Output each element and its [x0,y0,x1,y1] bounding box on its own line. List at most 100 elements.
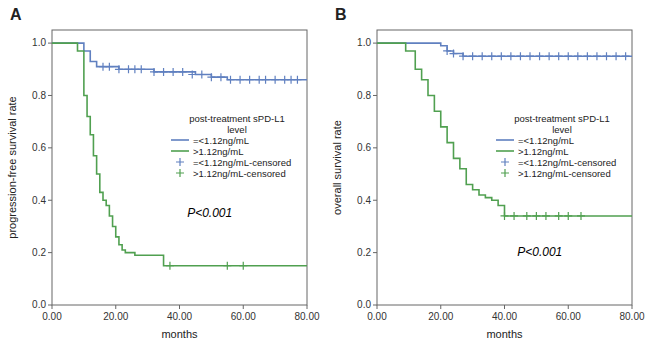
x-tick-label: 0.00 [367,311,387,322]
y-tick [373,200,377,201]
legend-label: =<1.12ng/mL-censored [193,157,291,168]
censor-mark [188,71,196,79]
survival-curve [377,43,632,216]
censor-mark [239,262,247,270]
y-tick-label: 0.6 [32,142,46,153]
legend-label: >1.12ng/mL [193,146,243,157]
plot-area [52,43,307,270]
censor-mark [574,52,582,60]
legend-label: =<1.12ng/mL-censored [518,157,616,168]
censor-mark [207,73,215,81]
legend-title: post-treatment sPD-L1level [514,113,610,135]
censor-mark [603,52,611,60]
censor-mark [526,52,534,60]
p-value: P<0.001 [187,206,232,220]
x-tick-label: 60.00 [231,311,256,322]
y-tick [48,95,52,96]
plot-area [377,43,632,220]
censor-mark [166,262,174,270]
y-tick-label: 0.8 [357,90,371,101]
x-tick-label: 60.00 [556,311,581,322]
x-axis-label: months [486,328,523,340]
y-tick-label: 1.0 [32,37,46,48]
censor-mark [227,76,235,84]
censor-mark [577,212,585,220]
panel-title: A [10,6,22,23]
censor-mark [160,68,168,76]
x-tick [504,305,505,309]
legend-title: post-treatment sPD-L1level [189,113,285,135]
censor-mark [564,52,572,60]
censor-mark [478,52,486,60]
censor-mark [198,71,206,79]
legend-label: >1.12ng/mL-censored [193,168,286,179]
x-tick-label: 20.00 [428,311,453,322]
chart-figure: 0.0020.0040.0060.0080.000.00.20.40.60.81… [0,0,650,350]
legend-title-line: post-treatment sPD-L1 [189,113,285,124]
y-tick-label: 0.4 [32,195,46,206]
plot-frame [377,30,632,305]
censor-mark [262,76,270,84]
legend-label: >1.12ng/mL-censored [518,168,611,179]
y-tick [48,305,52,306]
x-tick-label: 40.00 [492,311,517,322]
x-axis-label: months [161,328,198,340]
legend-label: =<1.12ng/mL [193,135,249,146]
censor-mark [501,212,509,220]
censor-mark [564,212,572,220]
censor-mark [271,76,279,84]
censor-mark [510,212,518,220]
censor-mark [545,52,553,60]
y-tick-label: 0.8 [32,90,46,101]
x-tick-label: 0.00 [42,311,62,322]
censor-mark [593,52,601,60]
censor-mark [223,262,231,270]
x-tick-label: 80.00 [619,311,644,322]
plot-frame [52,30,307,305]
panel-title: B [335,6,347,23]
y-tick-label: 0.6 [357,142,371,153]
y-axis-label: progression-free survival rate [6,96,18,238]
legend-swatch [171,150,189,152]
censor-mark [583,52,591,60]
censor-mark [516,52,524,60]
legend-swatch [171,139,189,141]
y-tick [373,147,377,148]
censor-mark [536,52,544,60]
y-tick [48,147,52,148]
y-tick [373,305,377,306]
censor-mark [555,212,563,220]
censor-mark [469,52,477,60]
legend: post-treatment sPD-L1level=<1.12ng/mL>1.… [171,113,291,179]
legend-label: =<1.12ng/mL [518,135,574,146]
censor-mark [179,68,187,76]
y-tick [373,43,377,44]
x-tick [179,305,180,309]
censor-mark [459,52,467,60]
censor-mark [105,63,113,71]
x-tick-label: 40.00 [167,311,192,322]
survival-curve [52,43,307,80]
panel: 0.0020.0040.0060.0080.000.00.20.40.60.81… [6,6,320,340]
censor-mark [115,65,123,73]
legend-label: >1.12ng/mL [518,146,568,157]
y-tick-label: 1.0 [357,37,371,48]
censor-mark [523,212,531,220]
x-tick [440,305,441,309]
x-tick [243,305,244,309]
y-tick [373,95,377,96]
legend-swatch [176,158,184,166]
x-tick [377,305,378,309]
y-tick [373,252,377,253]
censor-mark [532,212,540,220]
y-tick-label: 0.4 [357,195,371,206]
censor-mark [137,65,145,73]
censor-mark [217,73,225,81]
censor-mark [450,50,458,58]
y-tick-label: 0.2 [357,247,371,258]
censor-mark [236,76,244,84]
censor-mark [150,68,158,76]
legend-title-line: level [227,124,247,135]
legend-swatch [496,139,514,141]
legend-swatch [501,158,509,166]
